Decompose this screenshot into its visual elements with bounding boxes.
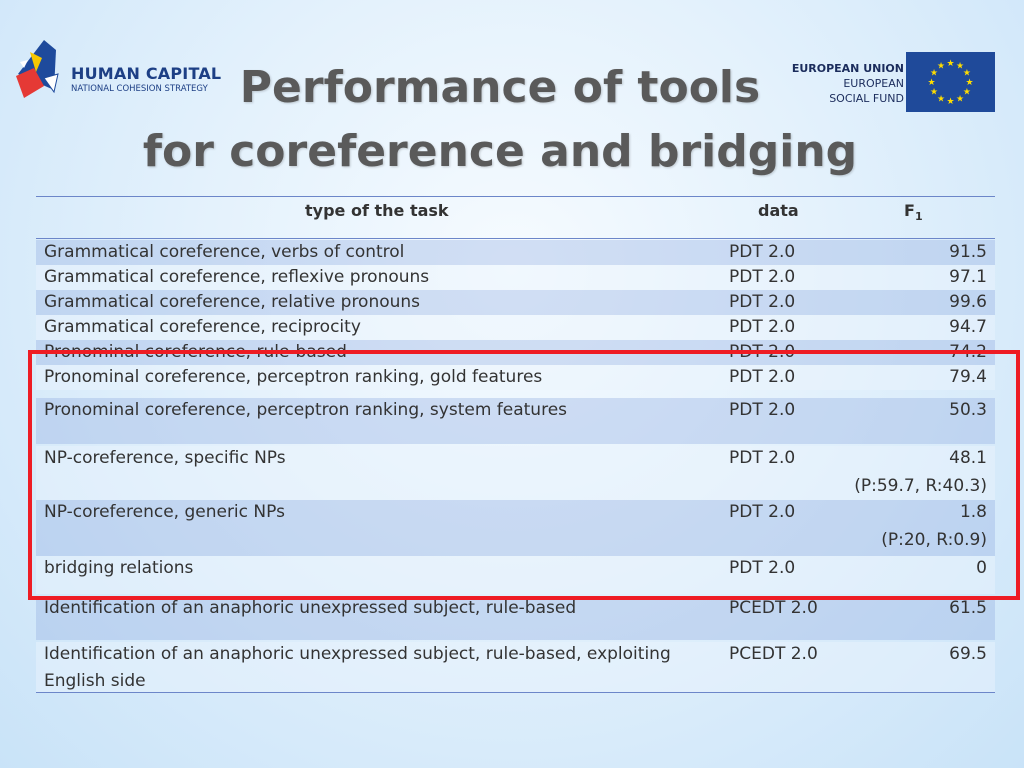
table-row: Grammatical coreference, verbs of contro… bbox=[36, 240, 995, 265]
cell-data: PDT 2.0 bbox=[729, 448, 796, 468]
cell-data: PDT 2.0 bbox=[729, 558, 796, 578]
cell-f1: 50.3 bbox=[949, 400, 987, 420]
header-task: type of the task bbox=[305, 201, 449, 220]
eu-text-block: EUROPEAN UNION EUROPEAN SOCIAL FUND bbox=[792, 61, 904, 106]
table-row: bridging relations PDT 2.0 0 bbox=[36, 556, 995, 594]
table-row: Pronominal coreference, perceptron ranki… bbox=[36, 398, 995, 444]
cell-task: Pronominal coreference, rule-based bbox=[44, 342, 347, 362]
table-top-rule bbox=[36, 196, 995, 197]
cell-task-continued: English side bbox=[44, 671, 146, 691]
cell-task: Pronominal coreference, perceptron ranki… bbox=[44, 367, 543, 387]
cell-data: PDT 2.0 bbox=[729, 242, 796, 262]
eu-flag-icon: ★ ★★★★★★★★★★★ bbox=[906, 52, 995, 112]
cell-data: PCEDT 2.0 bbox=[729, 598, 818, 618]
cell-data: PDT 2.0 bbox=[729, 342, 796, 362]
table-row: Grammatical coreference, reciprocity PDT … bbox=[36, 315, 995, 340]
eu-star-icon: ★ bbox=[937, 62, 945, 72]
cell-task: Identification of an anaphoric unexpress… bbox=[44, 598, 577, 618]
header-f1-letter: F bbox=[904, 201, 915, 220]
eu-name: EUROPEAN UNION bbox=[791, 62, 904, 75]
eu-fund-line1: EUROPEAN bbox=[843, 77, 904, 90]
cell-f1: 61.5 bbox=[949, 598, 987, 618]
cell-f1: 94.7 bbox=[949, 317, 987, 337]
eu-star-icon: ★ bbox=[963, 69, 971, 79]
header-f1: F1 bbox=[904, 201, 923, 223]
eu-star-icon: ★ bbox=[963, 88, 971, 98]
cell-data: PDT 2.0 bbox=[729, 317, 796, 337]
cell-task: Grammatical coreference, reciprocity bbox=[44, 317, 361, 337]
cell-task: Grammatical coreference, relative pronou… bbox=[44, 292, 421, 312]
cell-data: PDT 2.0 bbox=[729, 267, 796, 287]
cell-f1: 97.1 bbox=[949, 267, 987, 287]
table-row: NP-coreference, generic NPs PDT 2.0 1.8 (P:… bbox=[36, 500, 995, 556]
cell-data: PCEDT 2.0 bbox=[729, 644, 818, 664]
human-capital-title: HUMAN CAPITAL bbox=[71, 64, 222, 83]
cell-task: Pronominal coreference, perceptron ranki… bbox=[44, 400, 568, 420]
eu-star-icon: ★ bbox=[946, 59, 954, 69]
cell-f1: 91.5 bbox=[949, 242, 987, 262]
table-row: Pronominal coreference, rule-based PDT 2.… bbox=[36, 340, 995, 365]
page-title-line-1: Performance of tools bbox=[239, 62, 761, 113]
human-capital-logo: HUMAN CAPITAL NATIONAL COHESION STRATEGY bbox=[14, 38, 234, 110]
table-row: NP-coreference, specific NPs PDT 2.0 48.1 (… bbox=[36, 446, 995, 500]
header-data: data bbox=[758, 201, 799, 220]
cell-task: Grammatical coreference, reflexive prono… bbox=[44, 267, 430, 287]
cell-data: PDT 2.0 bbox=[729, 502, 796, 522]
cell-f1: 99.6 bbox=[949, 292, 987, 312]
cell-data: PDT 2.0 bbox=[729, 367, 796, 387]
cell-task: NP-coreference, specific NPs bbox=[44, 448, 286, 468]
table-row: Pronominal coreference, perceptron ranki… bbox=[36, 365, 995, 390]
cell-f1: 69.5 bbox=[949, 644, 987, 664]
eu-star-icon: ★ bbox=[930, 88, 938, 98]
header-f1-subscript: 1 bbox=[914, 210, 923, 224]
eu-star-icon: ★ bbox=[930, 69, 938, 79]
eu-star-icon: ★ bbox=[927, 78, 935, 88]
eu-fund-line2: SOCIAL FUND bbox=[829, 92, 904, 105]
cell-f1-detail: (P:59.7, R:40.3) bbox=[854, 476, 987, 496]
cell-f1-detail: (P:20, R:0.9) bbox=[881, 530, 987, 550]
eu-star-icon: ★ bbox=[937, 94, 945, 104]
eu-star-icon: ★ bbox=[946, 97, 954, 107]
eu-star-icon: ★ bbox=[965, 78, 973, 88]
cell-task: bridging relations bbox=[44, 558, 194, 578]
table-row: Identification of an anaphoric unexpress… bbox=[36, 596, 995, 640]
cell-f1: 1.8 bbox=[959, 502, 987, 522]
human-capital-subtitle: NATIONAL COHESION STRATEGY bbox=[71, 84, 208, 94]
table-header-rule bbox=[36, 238, 995, 239]
cell-data: PDT 2.0 bbox=[729, 400, 796, 420]
eu-social-fund-logo: EUROPEAN UNION EUROPEAN SOCIAL FUND ★ ★ ★ ★… bbox=[770, 52, 1000, 114]
table-row: Identification of an anaphoric unexpress… bbox=[36, 642, 995, 692]
eu-star-icon: ★ bbox=[956, 94, 964, 104]
cell-f1: 74.2 bbox=[949, 342, 987, 362]
cell-task: NP-coreference, generic NPs bbox=[44, 502, 285, 522]
cell-task: Grammatical coreference, verbs of contro… bbox=[44, 242, 405, 262]
page-title-line-2: for coreference and bridging bbox=[142, 126, 858, 177]
table-row: Grammatical coreference, reflexive prono… bbox=[36, 265, 995, 290]
human-capital-emblem-icon bbox=[16, 40, 59, 98]
cell-task: Identification of an anaphoric unexpress… bbox=[44, 644, 671, 664]
table-row: Grammatical coreference, relative pronou… bbox=[36, 290, 995, 315]
cell-f1: 48.1 bbox=[949, 448, 987, 468]
cell-data: PDT 2.0 bbox=[729, 292, 796, 312]
cell-f1: 0 bbox=[976, 558, 987, 578]
eu-star-icon: ★ bbox=[956, 62, 964, 72]
cell-f1: 79.4 bbox=[949, 367, 987, 387]
table-bottom-rule bbox=[36, 692, 995, 693]
